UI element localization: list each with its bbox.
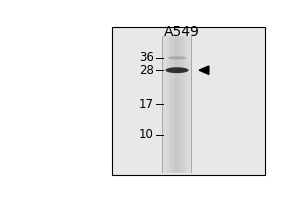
- Bar: [167, 36, 170, 173]
- Bar: [163, 36, 167, 173]
- Bar: [173, 36, 177, 173]
- Text: A549: A549: [164, 25, 200, 39]
- Text: 28: 28: [139, 64, 154, 77]
- Text: 36: 36: [139, 51, 154, 64]
- Ellipse shape: [168, 56, 186, 60]
- Bar: [38, 24, 112, 178]
- Text: 17: 17: [139, 98, 154, 111]
- Text: 10: 10: [139, 128, 154, 141]
- Bar: [177, 36, 181, 173]
- Bar: [112, 27, 266, 175]
- Bar: [191, 36, 192, 173]
- Polygon shape: [199, 66, 209, 74]
- Bar: [170, 36, 173, 173]
- Bar: [162, 36, 163, 173]
- Bar: [181, 36, 184, 173]
- Bar: [188, 36, 191, 173]
- Ellipse shape: [165, 67, 189, 73]
- Bar: [184, 36, 188, 173]
